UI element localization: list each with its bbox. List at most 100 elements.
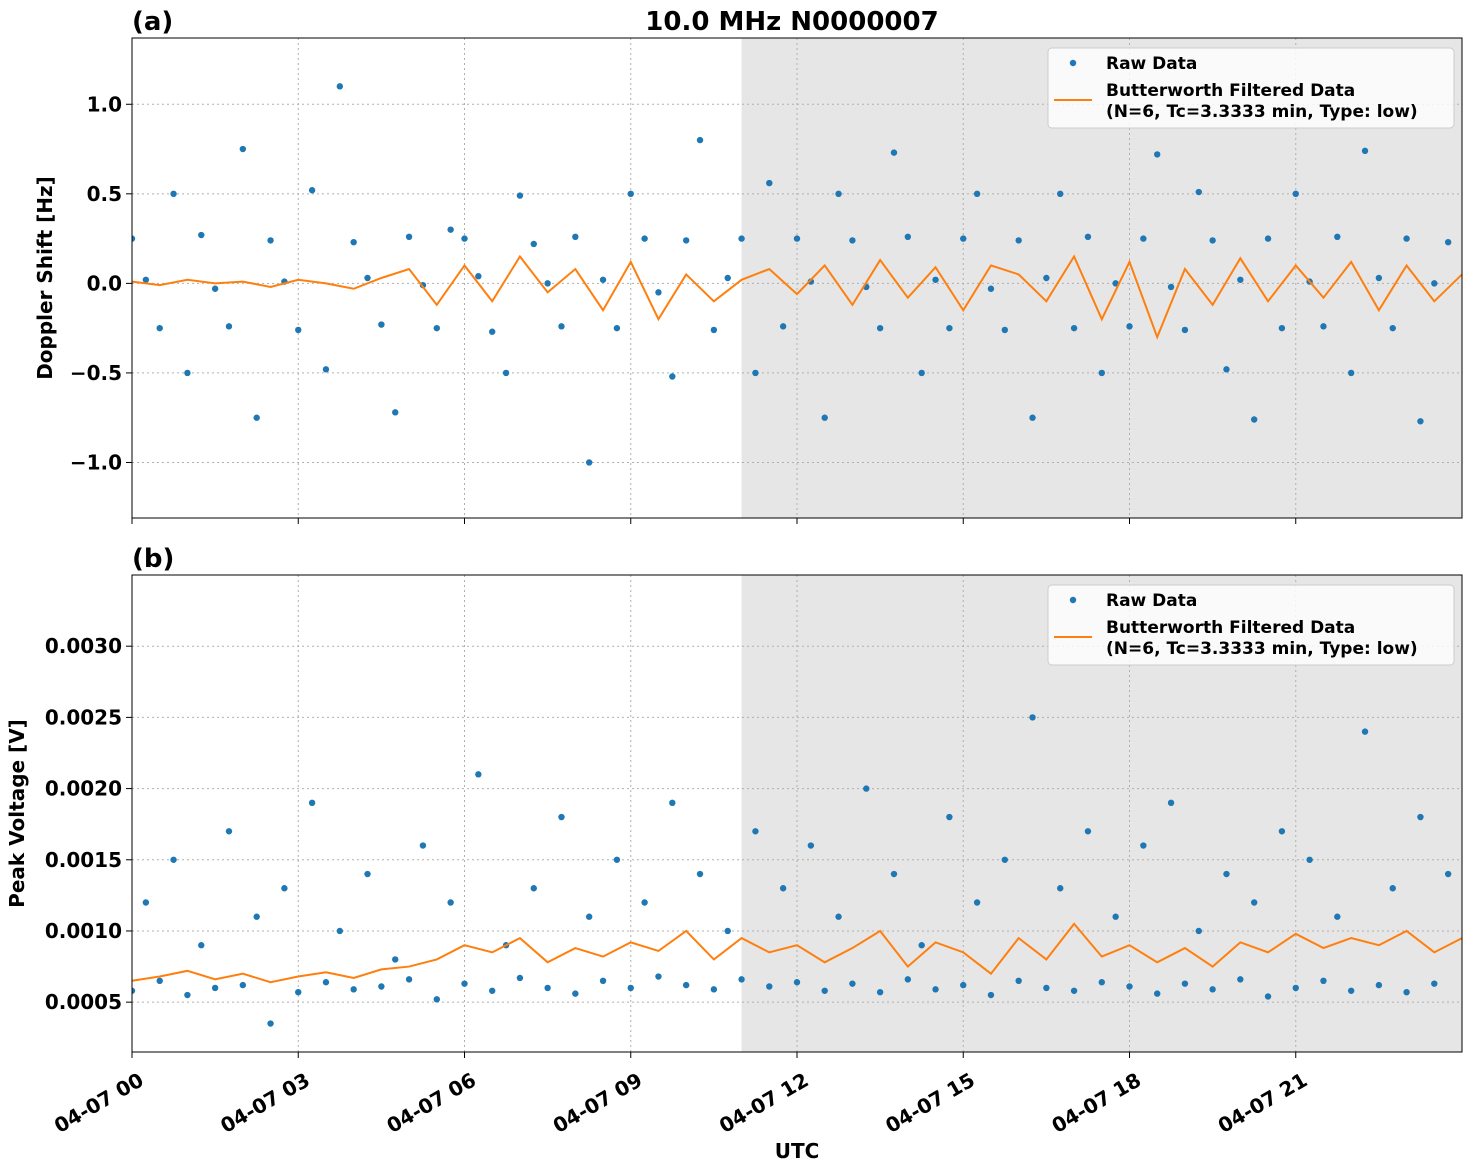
raw-data-point <box>613 856 621 863</box>
raw-data-point <box>1070 324 1078 332</box>
raw-data-point <box>696 136 704 144</box>
raw-data-point <box>752 828 759 835</box>
raw-data-point <box>1237 276 1244 283</box>
legend-filtered-params: (N=6, Tc=3.3333 min, Type: low) <box>1106 639 1418 659</box>
raw-data-point <box>793 979 801 986</box>
raw-data-point <box>475 771 482 778</box>
raw-data-point <box>170 190 177 198</box>
raw-data-point <box>876 324 884 332</box>
raw-data-point <box>752 369 759 377</box>
raw-data-point <box>544 984 551 992</box>
legend: Raw Data Butterworth Filtered Data(N=6, T… <box>1047 47 1455 129</box>
raw-data-point <box>378 321 385 328</box>
raw-data-point <box>198 942 205 949</box>
raw-data-point <box>1070 987 1078 994</box>
raw-data-point <box>1334 233 1341 241</box>
legend-box <box>1047 584 1455 666</box>
raw-data-point <box>613 324 621 332</box>
raw-data-point <box>669 799 676 807</box>
raw-data-point <box>835 190 842 198</box>
raw-data-point <box>585 459 593 466</box>
raw-data-point <box>1417 418 1424 425</box>
raw-data-point <box>142 276 150 283</box>
y-tick-label: 0.0010 <box>45 919 122 943</box>
raw-data-point <box>1403 988 1410 996</box>
legend-raw-marker <box>1069 596 1077 604</box>
raw-data-point <box>1292 190 1299 198</box>
raw-data-point <box>1167 799 1175 807</box>
raw-data-point <box>184 369 191 377</box>
raw-data-point <box>1098 979 1105 986</box>
panel-b-peak-voltage: 04-07 00 04-07 03 04-07 06 04-07 09 04-07 12… <box>5 544 1463 1163</box>
raw-data-point <box>1264 235 1272 242</box>
raw-data-point <box>807 278 815 285</box>
raw-data-point <box>1112 913 1119 920</box>
raw-data-point <box>724 927 731 935</box>
raw-data-point <box>475 273 482 280</box>
x-tick-label: 04-07 06 <box>382 1068 480 1138</box>
raw-data-point <box>1015 237 1022 244</box>
raw-data-point <box>1181 980 1189 987</box>
raw-data-point <box>876 988 884 996</box>
raw-data-point <box>682 981 690 989</box>
raw-data-point <box>1195 927 1202 935</box>
x-tick-label: 04-07 12 <box>715 1068 813 1138</box>
raw-data-point <box>530 240 537 248</box>
raw-data-point <box>378 983 385 990</box>
raw-data-point <box>1292 984 1299 992</box>
x-tick-label: 04-07 09 <box>549 1068 647 1138</box>
y-tick-label: 0.0025 <box>45 705 122 729</box>
raw-data-point <box>821 987 828 994</box>
raw-data-point <box>807 842 815 849</box>
raw-data-point <box>502 369 510 377</box>
raw-data-point <box>946 324 953 332</box>
raw-data-point <box>724 274 731 282</box>
raw-data-point <box>433 996 440 1003</box>
x-tick-label: 04-07 15 <box>881 1068 979 1138</box>
x-tick-label: 04-07 18 <box>1047 1068 1145 1138</box>
raw-data-point <box>295 326 302 334</box>
y-tick-label: 0.0015 <box>45 848 122 872</box>
raw-data-point <box>779 885 787 892</box>
raw-data-point <box>198 231 205 239</box>
raw-data-point <box>1154 151 1161 158</box>
panel-a-doppler-shift: 1.0 0.5 0.0 −0.5 −1.0 (a) Doppler Shift [Hz] Ra… <box>33 7 1463 524</box>
filtered-data-line <box>132 922 1462 984</box>
raw-data-point <box>1444 870 1452 878</box>
raw-data-point <box>793 235 801 242</box>
raw-data-point <box>987 991 995 999</box>
raw-data-point <box>1264 993 1272 1000</box>
raw-data-point <box>461 980 468 987</box>
raw-data-point <box>267 237 274 244</box>
raw-data-point <box>1431 280 1438 287</box>
raw-data-point <box>1444 238 1452 246</box>
raw-data-point <box>433 324 440 332</box>
raw-data-point <box>364 274 371 282</box>
raw-data-point <box>1084 828 1092 835</box>
raw-data-point <box>447 226 454 233</box>
plot-area <box>132 714 1462 1027</box>
raw-data-point <box>835 913 842 920</box>
raw-data-point <box>1237 976 1244 983</box>
raw-data-point <box>1209 237 1216 244</box>
raw-data-point <box>350 238 357 246</box>
raw-data-point <box>156 324 163 332</box>
raw-data-point <box>987 285 995 292</box>
raw-data-point <box>544 280 551 287</box>
raw-data-point <box>1223 870 1230 878</box>
raw-data-point <box>973 899 981 906</box>
raw-data-point <box>599 276 607 283</box>
raw-data-point <box>918 942 925 949</box>
raw-data-point <box>849 980 856 987</box>
raw-data-point <box>1029 714 1036 721</box>
y-tick-label: −0.5 <box>70 361 122 385</box>
raw-data-point <box>641 899 648 906</box>
legend-raw-label: Raw Data <box>1106 54 1197 74</box>
raw-data-point <box>1140 235 1147 242</box>
raw-data-point <box>239 981 247 989</box>
raw-data-point <box>142 899 150 906</box>
x-tick-label: 04-07 00 <box>50 1068 148 1138</box>
raw-data-point <box>461 235 468 242</box>
raw-data-point <box>489 328 496 335</box>
raw-data-point <box>863 785 870 792</box>
